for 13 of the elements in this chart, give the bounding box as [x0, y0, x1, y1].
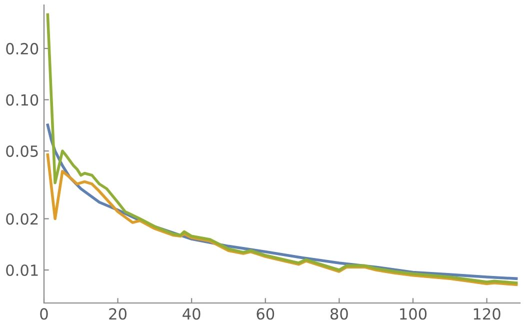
x-tick-label: 40 [182, 308, 200, 320]
x-tick-label: 80 [330, 308, 348, 320]
x-tick-label: 60 [256, 308, 274, 320]
x-tick-label: 120 [474, 308, 500, 320]
y-tick-label: 0.20 [6, 42, 38, 54]
y-tick-label: 0.05 [6, 145, 38, 158]
y-tick-label: 0.02 [6, 213, 38, 225]
x-tick-label: 100 [400, 308, 427, 320]
line-series [46, 13, 518, 284]
y-tick-label: 0.10 [6, 94, 38, 106]
x-tick-label: 20 [109, 308, 127, 320]
y-tick-label: 0.01 [6, 264, 38, 276]
x-tick-label: 0 [40, 308, 48, 320]
